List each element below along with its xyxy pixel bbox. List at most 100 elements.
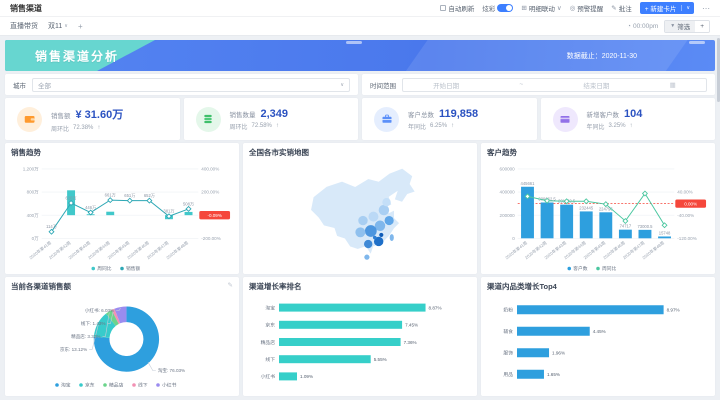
channel-share-donut: 淘宝: 76.03% 京东: 13.12% 精品店: 3.33% 线下: 1.43% 小… [55,306,185,389]
end-date-placeholder: 结束日期 [583,82,610,90]
svg-text:400.00%: 400.00% [201,166,219,171]
checkbox-icon [440,5,447,11]
svg-text:0.00%: 0.00% [684,201,697,206]
svg-text:200000: 200000 [500,213,516,218]
page-tab-title[interactable]: 销售渠道 [10,3,42,13]
briefcase-icon [374,106,399,132]
svg-text:800万: 800万 [27,190,40,196]
svg-text:5.55%: 5.55% [374,357,387,362]
svg-text:2020年第48周: 2020年第48周 [641,239,665,260]
svg-text:445661: 445661 [521,181,536,186]
svg-text:小红书: 小红书 [162,382,177,389]
trend-up-icon: ↑ [275,123,279,129]
edit-icon[interactable]: ✎ [227,282,233,289]
more-menu-icon[interactable]: ⋯ [702,3,710,13]
svg-text:精品店: 3.33%: 精品店: 3.33% [71,333,100,340]
china-map-card: 全国各市实销地图 [243,143,477,274]
kpi-sub-value: 6.25% [430,123,448,129]
category-top-card: 渠道内品类增长Top4 奶粉 8.97% 辅食 4.45% 服饰 1.96% 用品 1.65% [481,277,715,396]
svg-text:小红书: 小红书 [261,373,276,380]
topbar: 销售渠道 自动刷新 炫彩 ⊞ 明细联动 ∨ ◎ 预警提醒 ✎ 批注 + 新建卡片 ∨ ⋯ [0,0,720,17]
svg-text:508万: 508万 [183,201,194,206]
kpi-sub-label: 周环比 [51,126,70,133]
page-tag-live[interactable]: 直播带货 [10,21,38,31]
card-title: 渠道内品类增长Top4 [487,282,557,291]
svg-text:600000: 600000 [500,166,516,171]
svg-text:淘宝: 76.03%: 淘宝: 76.03% [158,367,185,374]
customer-trend-card: 客户趋势 0 200000 400000 600000 40.00% -40.00% -12… [481,143,715,274]
alert-icon: ◎ [569,5,576,12]
svg-text:周同比: 周同比 [97,265,112,272]
svg-text:周同比: 周同比 [602,265,617,272]
scrollbar-thumb[interactable] [717,38,720,102]
calendar-icon: ▦ [669,81,676,89]
svg-text:销售额: 销售额 [126,265,141,272]
toggle-switch[interactable] [497,4,514,12]
start-date-placeholder: 开始日期 [433,82,460,90]
coins-icon [195,106,221,132]
svg-text:客户数: 客户数 [573,265,588,272]
auto-refresh-label: 自动刷新 [448,6,475,13]
page-tag-double11[interactable]: 双11 ∨ [48,21,68,31]
charts-row-1: 销售趋势 0万 400万 800万 1,200万 400.00% 200.00% -200.… [5,143,715,274]
card-drag-handle[interactable] [689,41,705,44]
data-cutoff-date: 数据截止：2020-11-30 [566,52,637,60]
city-select[interactable]: 全部 ∨ [32,77,350,92]
add-filter-button[interactable]: + [695,20,709,32]
svg-text:74717: 74717 [620,224,632,229]
svg-text:淘宝: 淘宝 [265,304,275,311]
linkage-action[interactable]: ⊞ 明细联动 ∨ [521,3,561,13]
theme-toggle-action[interactable]: 炫彩 [482,3,514,13]
svg-text:辅食: 辅食 [503,328,513,335]
funnel-icon: ▼ [670,23,676,29]
svg-text:200.00%: 200.00% [201,190,219,195]
alert-label: 预警提醒 [577,6,604,13]
svg-text:381万: 381万 [163,209,174,214]
svg-text:-40.00%: -40.00% [677,213,694,218]
kpi-label: 新增客户数 [586,111,620,119]
kpi-sub-label: 周环比 [229,124,248,131]
kpi-value: 104 [624,107,643,120]
date-separator: ~ [519,81,524,88]
svg-text:651万: 651万 [124,193,135,198]
svg-text:京东: 京东 [85,382,95,389]
add-page-button[interactable]: + [77,21,83,31]
new-card-dropdown-icon[interactable]: ∨ [681,5,694,11]
refresh-time: ◔ 00:00pm [627,23,658,30]
kpi-sub-value: 72.58% [251,123,272,129]
subbar-right: ◔ 00:00pm ▼ 筛选 + [627,19,710,33]
wallet-icon [17,106,42,132]
kpi-new-customers: 新增客户数 104 年同比 3.25% ↑ [540,98,715,140]
city-filter-card: 城市 全部 ∨ [5,74,358,95]
category-top-chart: 奶粉 8.97% 辅食 4.45% 服饰 1.96% 用品 1.65% [503,305,680,379]
svg-text:8.97%: 8.97% [667,308,680,313]
new-card-button[interactable]: + 新建卡片 ∨ [639,2,694,14]
topbar-actions: 自动刷新 炫彩 ⊞ 明细联动 ∨ ◎ 预警提醒 ✎ 批注 + 新建卡片 ∨ ⋯ [440,2,710,14]
svg-text:-0.09%: -0.09% [207,213,221,218]
annotate-action[interactable]: ✎ 批注 [611,3,631,13]
kpi-sub-label: 年同比 [408,124,427,131]
sales-trend-chart: 0万 400万 800万 1,200万 400.00% 200.00% -200.00% 11… [23,166,231,272]
date-range-input[interactable]: 开始日期 ~ 结束日期 ▦ [402,77,707,92]
dashboard-banner: 销售渠道分析 数据截止：2020-11-30 [5,40,715,71]
sales-trend-card: 销售趋势 0万 400万 800万 1,200万 400.00% 200.00% -200.… [5,143,239,274]
svg-text:232445: 232445 [579,205,594,210]
kpi-sales-amount: 销售额 ¥ 31.60万 周环比 72.38% ↑ [5,98,180,140]
svg-text:610万: 610万 [66,195,77,200]
kpi-sub-value: 72.38% [73,125,94,131]
alert-action[interactable]: ◎ 预警提醒 [570,3,604,13]
filter-button[interactable]: ▼ 筛选 [665,20,696,32]
card-title: 销售趋势 [11,148,41,157]
svg-text:661万: 661万 [105,193,116,198]
svg-text:-120.00%: -120.00% [677,236,696,241]
svg-text:-200.00%: -200.00% [201,236,220,241]
trend-up-icon: ↑ [629,123,633,129]
banner-light-band [393,40,697,71]
kpi-label: 销售数量 [229,111,256,119]
kpi-label: 销售额 [51,112,71,120]
china-map [310,167,416,260]
card-drag-handle[interactable] [345,41,362,44]
card-title: 客户趋势 [487,148,517,157]
auto-refresh-action[interactable]: 自动刷新 [440,3,474,13]
chevron-down-icon: ∨ [340,81,344,88]
